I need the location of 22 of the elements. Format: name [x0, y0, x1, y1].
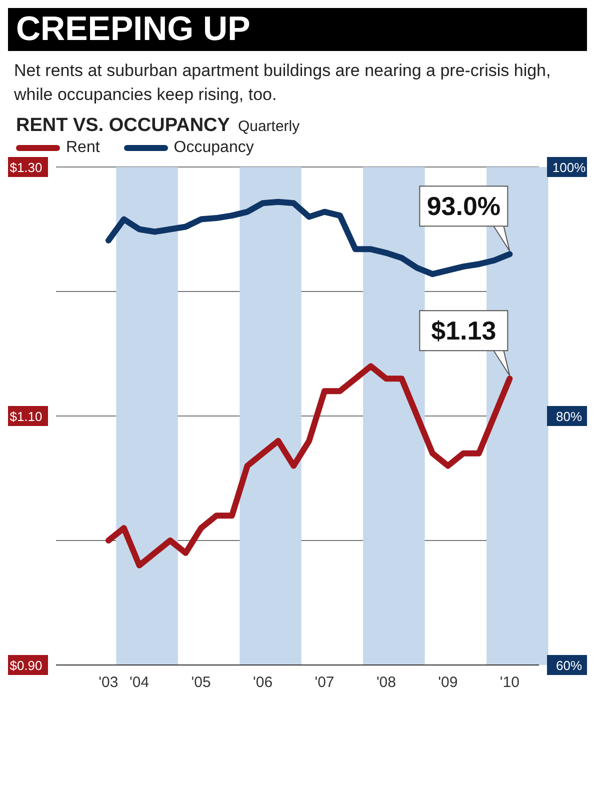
data-label: $1.13 [431, 316, 496, 346]
x-tick-label: '08 [376, 674, 396, 691]
y2-tick-label: 100% [552, 160, 586, 175]
chart-subtitle: Net rents at suburban apartment buildings are nearing a pre-crisis high, while occupancies keep rising, too. [14, 60, 552, 106]
y-tick-label: $0.90 [10, 658, 42, 673]
data-label: 93.0% [426, 191, 501, 222]
legend-label: Rent [65, 139, 100, 157]
x-tick-label: '07 [314, 674, 334, 691]
y2-tick-label: 60% [556, 658, 582, 673]
chart-title: CREEPING UP [8, 8, 587, 51]
y2-tick-label: 80% [556, 409, 582, 424]
y-tick-label: $1.10 [10, 409, 42, 424]
text: RENT VS. OCCUPANCY [16, 115, 230, 136]
text: Quarterly [238, 118, 300, 135]
x-tick-label: '03 [98, 674, 118, 691]
x-tick-label: '04 [130, 674, 150, 691]
x-tick-label: '10 [500, 674, 520, 691]
x-tick-label: '05 [191, 674, 211, 691]
x-tick-label: '09 [438, 674, 458, 691]
y-tick-label: $1.30 [10, 160, 42, 175]
legend-label: Occupancy [172, 139, 254, 157]
x-tick-label: '06 [253, 674, 273, 691]
